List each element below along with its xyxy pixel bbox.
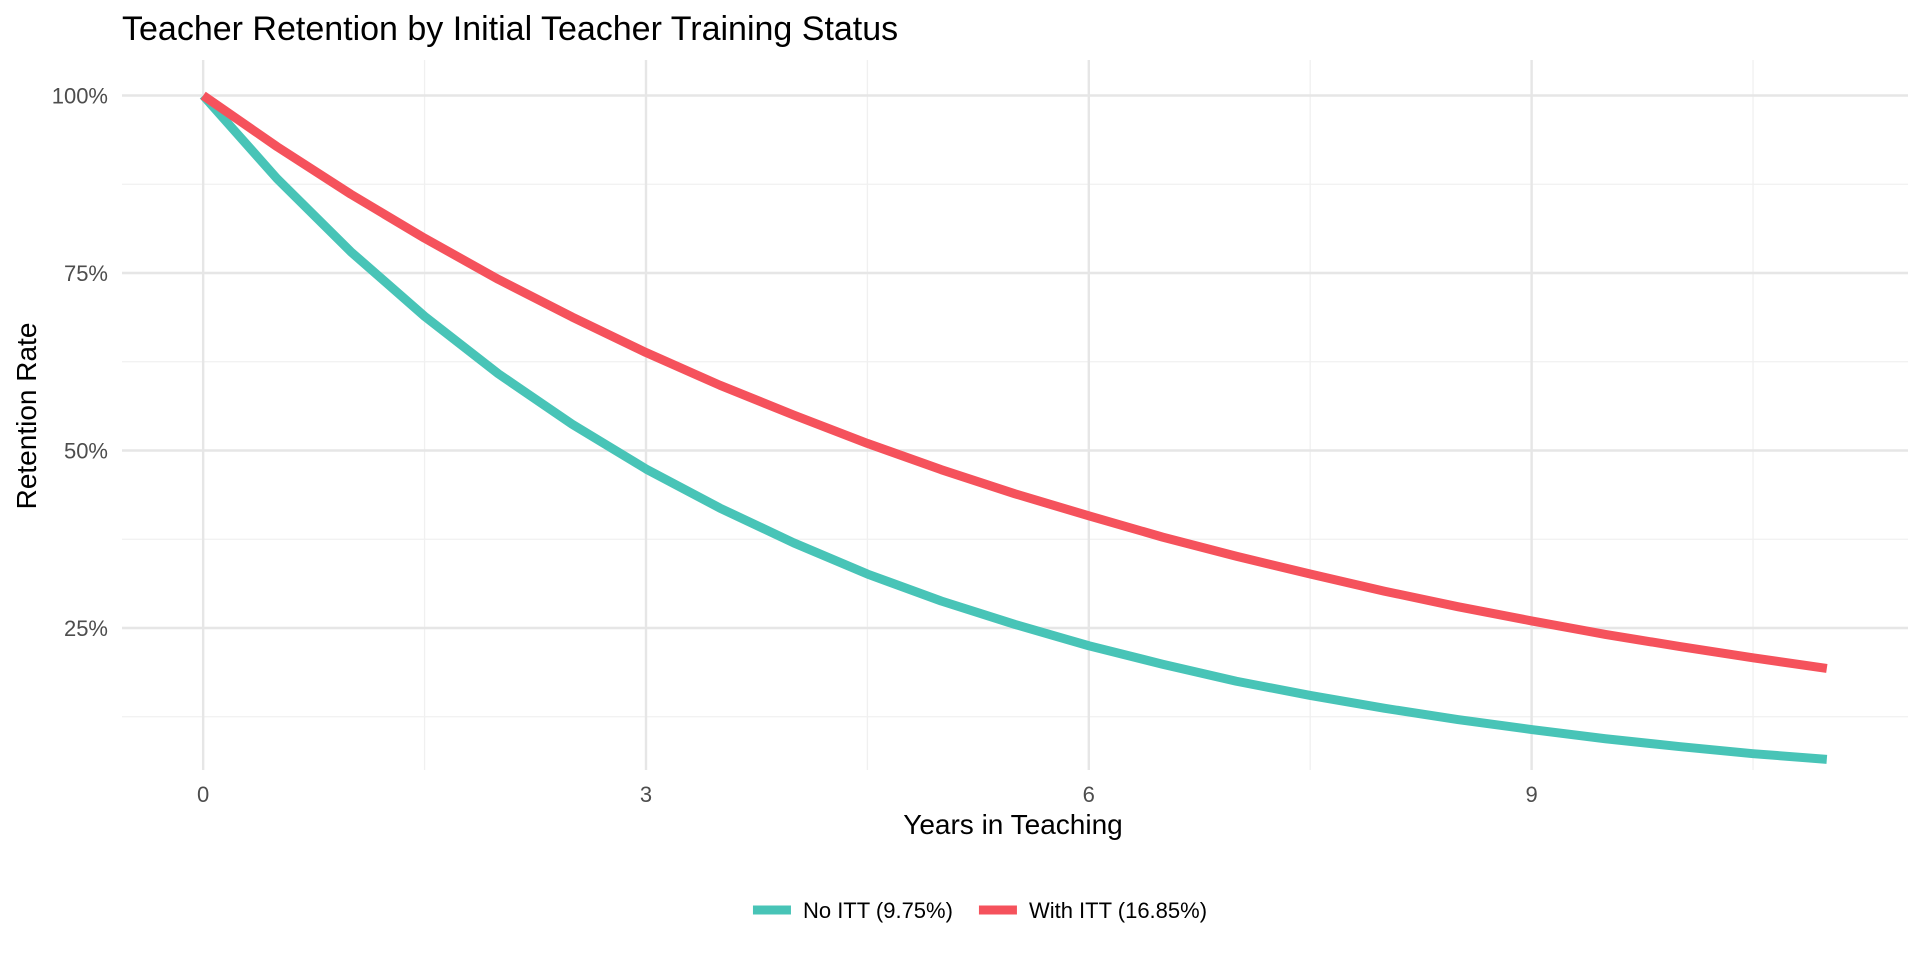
series-lines <box>199 91 1828 764</box>
x-tick-label: 9 <box>1525 782 1537 807</box>
series-line-2 <box>200 91 1828 673</box>
y-axis-title: Retention Rate <box>11 323 42 510</box>
y-tick-label: 50% <box>64 439 108 464</box>
y-tick-label: 75% <box>64 261 108 286</box>
y-tick-label: 100% <box>52 84 108 109</box>
x-tick-label: 6 <box>1083 782 1095 807</box>
chart-title: Teacher Retention by Initial Teacher Tra… <box>122 10 898 48</box>
x-tick-label: 3 <box>640 782 652 807</box>
x-axis-title: Years in Teaching <box>903 809 1123 840</box>
series-line-1 <box>199 92 1828 764</box>
legend-label-1: No ITT (9.75%) <box>803 898 953 923</box>
axis-tick-labels: 0 3 6 9 25% 50% 75% 100% <box>52 84 1538 808</box>
legend: No ITT (9.75%) With ITT (16.85%) <box>752 898 1207 923</box>
grid <box>122 60 1908 770</box>
legend-label-2: With ITT (16.85%) <box>1029 898 1207 923</box>
x-tick-label: 0 <box>197 782 209 807</box>
y-tick-label: 25% <box>64 616 108 641</box>
